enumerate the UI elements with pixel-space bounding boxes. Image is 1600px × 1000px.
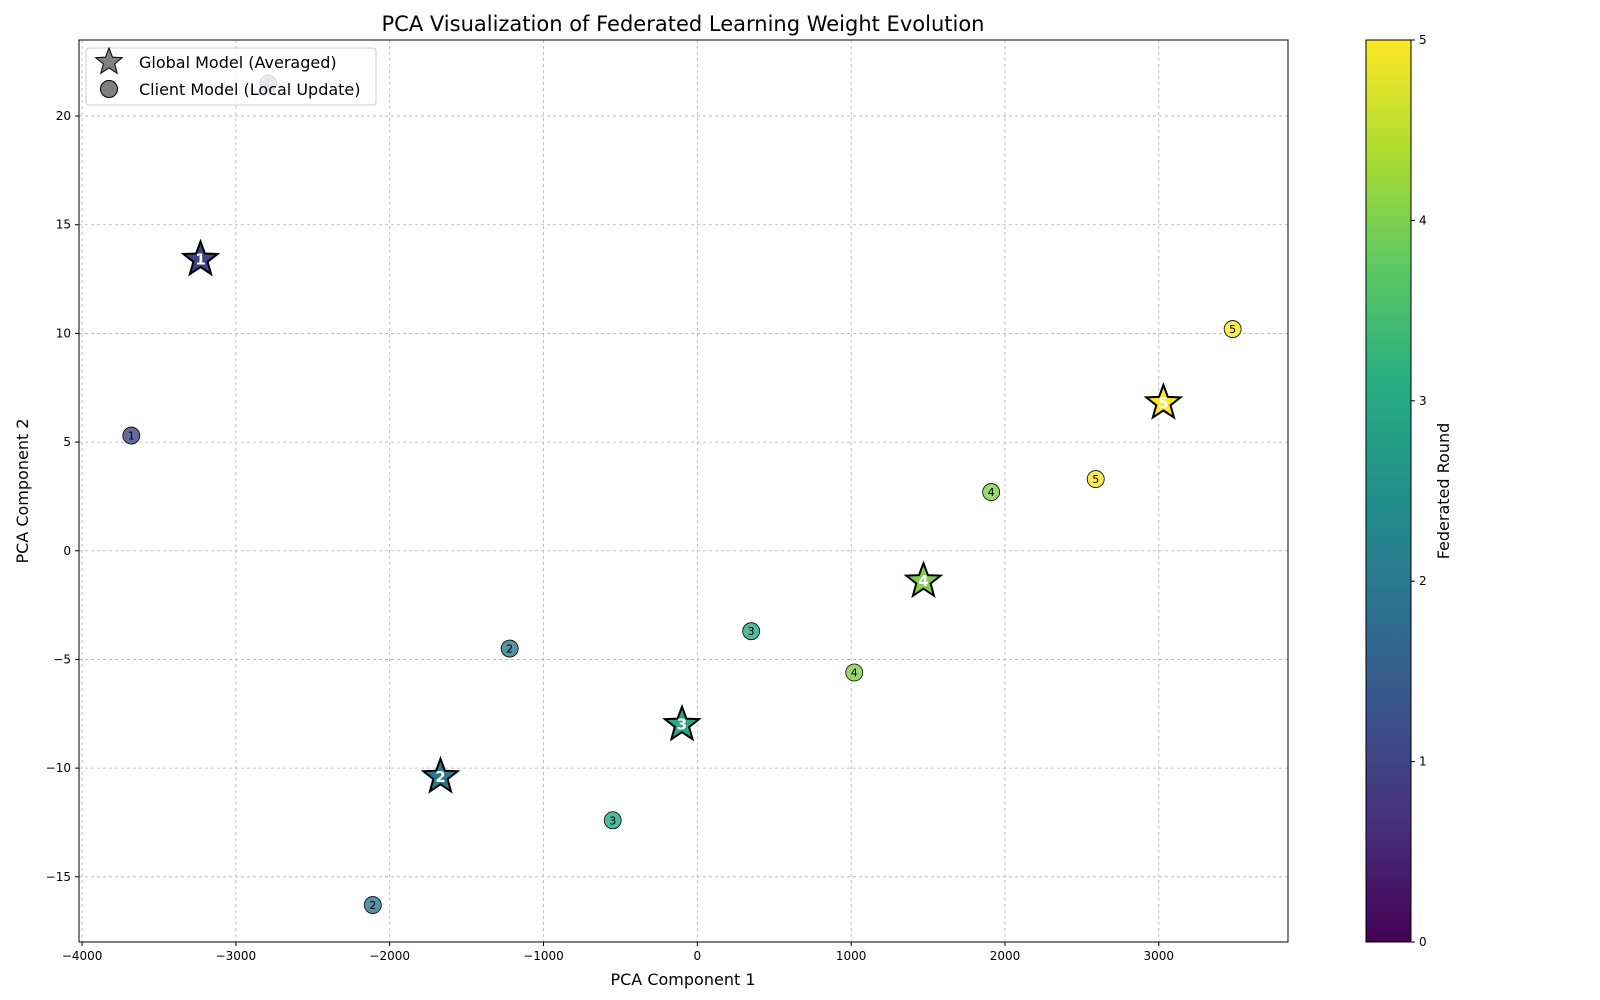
- x-tick-label: −1000: [523, 949, 564, 963]
- x-tick-label: 3000: [1144, 949, 1175, 963]
- global-star: [180, 238, 221, 277]
- grid-lines: [79, 40, 1288, 942]
- y-tick-label: 15: [56, 218, 71, 232]
- y-tick-label: 5: [63, 435, 71, 449]
- y-tick-label: 20: [56, 109, 71, 123]
- x-tick-label: −4000: [62, 949, 103, 963]
- y-tick-label: −15: [46, 870, 71, 884]
- client-point-label: 2: [506, 643, 513, 656]
- y-axis-title: PCA Component 2: [13, 418, 32, 563]
- y-tick-label: −10: [46, 761, 71, 775]
- colorbar-tick-label: 1: [1419, 755, 1427, 769]
- client-point: [1223, 320, 1242, 338]
- x-tick-label: 0: [694, 949, 702, 963]
- y-tick-label: 0: [63, 544, 71, 558]
- client-point-label: 5: [1229, 323, 1236, 336]
- legend: Global Model (Averaged) Client Model (Lo…: [85, 46, 377, 106]
- global-star-label: 3: [677, 716, 687, 734]
- plot-area-frame: [78, 39, 1289, 943]
- client-point-label: 3: [609, 814, 616, 827]
- client-point-label: 5: [1092, 473, 1099, 486]
- x-axis-title: PCA Component 1: [610, 970, 755, 989]
- client-point-label: 4: [851, 666, 858, 679]
- client-point-label: 2: [369, 899, 376, 912]
- client-point-label: 3: [748, 625, 755, 638]
- legend-global-label: Global Model (Averaged): [139, 53, 337, 72]
- colorbar-tick-label: 5: [1419, 33, 1427, 47]
- legend-star-icon: [94, 46, 124, 75]
- client-point-label: 4: [988, 486, 995, 499]
- client-point: [603, 811, 622, 830]
- client-point: [1086, 470, 1105, 488]
- client-point: [500, 639, 519, 658]
- x-tick-label: 2000: [990, 949, 1021, 963]
- colorbar-tick-label: 0: [1419, 935, 1427, 949]
- global-star: [1143, 382, 1184, 420]
- colorbar: 0 1 2 3 4 5 Federated Round: [1365, 33, 1453, 949]
- client-point: [845, 663, 864, 682]
- colorbar-tick-label: 3: [1419, 394, 1427, 408]
- x-tick-label: −3000: [216, 949, 257, 963]
- global-star-label: 5: [1158, 394, 1168, 412]
- global-star: [420, 755, 461, 794]
- client-point: [363, 896, 382, 914]
- y-tick-label: −5: [53, 652, 71, 666]
- colorbar-ticks: 0 1 2 3 4 5: [1411, 33, 1427, 949]
- chart-title: PCA Visualization of Federated Learning …: [382, 12, 985, 36]
- client-point-label: 1: [128, 430, 135, 443]
- legend-client-label: Client Model (Local Update): [139, 80, 361, 99]
- legend-circle-icon: [100, 80, 118, 98]
- global-star-label: 2: [435, 768, 445, 786]
- colorbar-tick-label: 4: [1419, 213, 1427, 227]
- global-star: [903, 560, 944, 599]
- client-point: [122, 426, 141, 445]
- axis-ticks: −4000 −3000 −2000 −1000 0 1000 2000 3000 −15 −10 −…: [46, 109, 1174, 963]
- x-tick-label: −2000: [369, 949, 410, 963]
- scatter-marks: 112233445512345: [122, 74, 1242, 914]
- client-point: [742, 622, 761, 641]
- x-tick-label: 1000: [836, 949, 867, 963]
- global-star-label: 4: [918, 572, 928, 590]
- global-star: [662, 703, 702, 742]
- client-point: [982, 483, 1001, 501]
- colorbar-tick-label: 2: [1419, 574, 1427, 588]
- legend-box: [85, 47, 377, 106]
- global-star-label: 1: [195, 251, 205, 269]
- y-tick-label: 10: [56, 326, 71, 340]
- colorbar-gradient: [1365, 39, 1412, 943]
- colorbar-label: Federated Round: [1434, 423, 1453, 560]
